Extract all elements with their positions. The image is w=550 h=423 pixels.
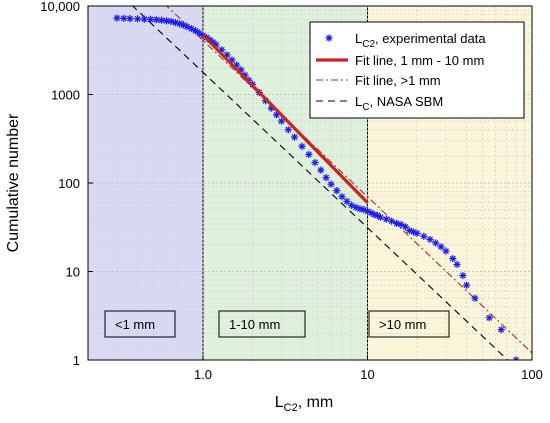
data-point bbox=[449, 254, 457, 263]
y-tick-label-2: 100 bbox=[58, 176, 80, 191]
y-tick-label-3: 1000 bbox=[51, 88, 80, 103]
data-point bbox=[459, 271, 467, 280]
legend-label-3: LC, NASA SBM bbox=[355, 94, 443, 113]
data-point bbox=[311, 159, 319, 167]
data-point bbox=[453, 260, 461, 269]
data-point bbox=[485, 314, 493, 322]
data-point bbox=[290, 133, 299, 141]
legend-label-1: Fit line, 1 mm - 10 mm bbox=[355, 53, 484, 68]
y-tick-label-0: 1 bbox=[73, 353, 80, 368]
data-point bbox=[382, 215, 390, 223]
data-layer bbox=[113, 6, 532, 360]
legend-label-main: L bbox=[355, 31, 362, 46]
data-point bbox=[277, 117, 286, 125]
legend-box bbox=[309, 21, 525, 119]
x-axis-label: LC2, mm bbox=[275, 394, 334, 414]
x-axis-label-sub: C2 bbox=[284, 402, 298, 414]
region-label-2: >10 mm bbox=[379, 317, 426, 332]
legend-label-2: Fit line, >1 mm bbox=[355, 73, 441, 88]
data-point bbox=[272, 111, 281, 119]
data-point bbox=[284, 126, 292, 134]
data-point bbox=[426, 235, 434, 244]
y-tick-label-1: 10 bbox=[66, 265, 80, 280]
data-point bbox=[413, 229, 421, 237]
x-tick-label-0: 1.0 bbox=[194, 367, 212, 382]
data-point bbox=[432, 239, 440, 247]
data-point bbox=[333, 187, 341, 195]
data-point bbox=[512, 356, 520, 360]
data-point bbox=[140, 15, 148, 23]
data-point bbox=[327, 180, 335, 188]
data-point bbox=[442, 247, 450, 255]
legend-item-3: LC, NASA SBM bbox=[316, 94, 443, 113]
data-point bbox=[338, 193, 346, 201]
data-point bbox=[462, 281, 471, 289]
legend-label-rest: , NASA SBM bbox=[369, 94, 443, 109]
legend-marker-0 bbox=[325, 34, 333, 42]
region-label-box-2 bbox=[368, 310, 450, 338]
data-point bbox=[471, 294, 479, 302]
y-axis-label: Cumulative number bbox=[5, 113, 22, 252]
legend-item-0: LC2, experimental data bbox=[325, 31, 486, 50]
data-point bbox=[317, 166, 325, 174]
data-point bbox=[120, 14, 128, 22]
legend-label-sub: C bbox=[362, 102, 369, 113]
data-point bbox=[497, 326, 505, 334]
series-line-1 bbox=[201, 33, 369, 204]
legend-item-1: Fit line, 1 mm - 10 mm bbox=[316, 53, 484, 68]
x-tick-label-1: 10 bbox=[360, 367, 374, 382]
data-point bbox=[392, 219, 401, 227]
region-labels-layer: <1 mm 1-10 mm >10 mm bbox=[104, 310, 450, 338]
legend-label-main: L bbox=[355, 94, 362, 109]
legend-label-rest: , experimental data bbox=[375, 31, 486, 46]
region-label-1: 1-10 mm bbox=[229, 317, 280, 332]
data-point bbox=[420, 232, 428, 240]
data-point bbox=[343, 197, 351, 205]
x-axis-label-main: L bbox=[275, 394, 284, 411]
data-point bbox=[322, 174, 330, 182]
series-line-3 bbox=[131, 6, 509, 360]
data-point bbox=[298, 142, 306, 150]
legend-label-0: LC2, experimental data bbox=[355, 31, 486, 50]
region-label-0: <1 mm bbox=[115, 317, 155, 332]
data-point bbox=[195, 29, 203, 37]
legend-label-sub: C2 bbox=[362, 39, 375, 50]
y-tick-label-4: 10,000 bbox=[40, 0, 80, 14]
data-point bbox=[376, 213, 385, 221]
data-point bbox=[113, 14, 121, 22]
ticks-layer: 1.0 10 100 1 10 100 1000 10,000 bbox=[40, 0, 543, 382]
x-tick-label-2: 100 bbox=[521, 367, 543, 382]
data-point bbox=[305, 150, 313, 159]
data-point bbox=[133, 15, 142, 23]
data-point bbox=[437, 243, 445, 251]
data-point bbox=[126, 15, 134, 23]
region-label-box-0 bbox=[104, 310, 176, 338]
legend-item-2: Fit line, >1 mm bbox=[316, 73, 441, 88]
region-label-box-1 bbox=[218, 310, 306, 338]
x-axis-label-unit: , mm bbox=[298, 394, 334, 411]
